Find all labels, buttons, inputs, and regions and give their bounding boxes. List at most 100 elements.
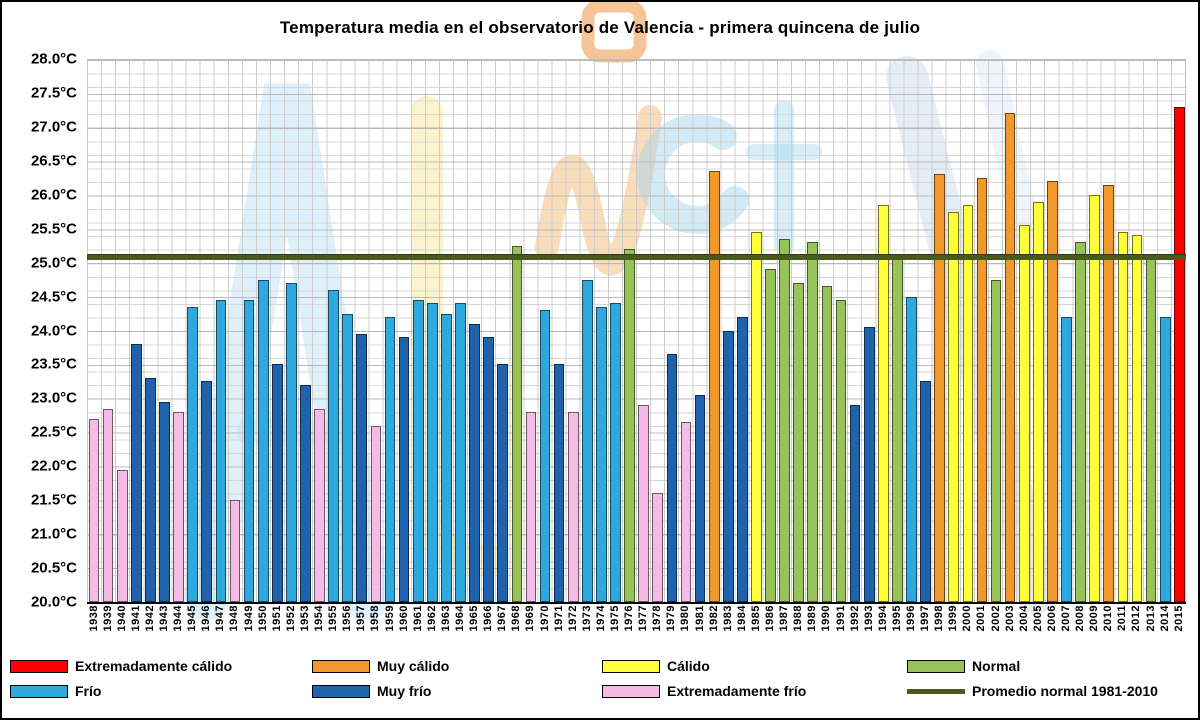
x-tick-slot: 1955 [327, 605, 341, 651]
grid [87, 59, 1186, 602]
x-tick-slot: 2013 [1144, 605, 1158, 651]
bar-slot [186, 59, 200, 602]
temperature-bar-1944 [173, 411, 184, 602]
x-tick-label: 2006 [1045, 605, 1058, 632]
bar-slot [594, 59, 608, 602]
temperature-bar-1979 [666, 354, 678, 602]
x-tick-label: 2010 [1102, 605, 1115, 632]
x-tick-slot: 2014 [1158, 605, 1172, 651]
x-tick-slot: 1994 [876, 605, 890, 651]
bar-slot [129, 59, 143, 602]
bar-slot [904, 59, 918, 602]
y-tick-label: 23.5°C [30, 355, 77, 373]
average-line [87, 253, 1186, 260]
bar-slot [1102, 59, 1116, 602]
x-tick-label: 1951 [270, 605, 283, 632]
bar-slot [665, 59, 679, 602]
x-tick-slot: 1942 [143, 605, 157, 651]
x-tick-label: 1950 [256, 605, 269, 632]
legend-item: Normal [907, 658, 1196, 674]
legend-swatch [10, 659, 68, 673]
x-tick-slot: 1998 [933, 605, 947, 651]
x-tick-slot: 1970 [538, 605, 552, 651]
x-tick-label: 1946 [200, 605, 213, 632]
legend-label: Cálido [667, 658, 710, 674]
x-tick-slot: 1951 [270, 605, 284, 651]
temperature-bar-1948 [229, 500, 241, 602]
bar-slot [637, 59, 651, 602]
bar-slot [439, 59, 453, 602]
temperature-bar-1951 [271, 364, 283, 602]
x-tick-slot: 1995 [890, 605, 904, 651]
temperature-bar-1997 [920, 381, 931, 602]
bar-slot [876, 59, 890, 602]
x-tick-slot: 1984 [735, 605, 749, 651]
bar-slot [228, 59, 242, 602]
temperature-bar-1940 [116, 469, 128, 602]
y-tick-label: 23.0°C [30, 389, 77, 407]
y-tick-label: 27.0°C [30, 118, 77, 136]
x-tick-label: 2002 [989, 605, 1002, 632]
x-tick-label: 1980 [679, 605, 692, 632]
bar-slot [1116, 59, 1130, 602]
temperature-bar-1952 [286, 283, 297, 602]
x-tick-label: 1969 [524, 605, 537, 632]
x-tick-slot: 2001 [975, 605, 989, 651]
x-tick-slot: 1991 [834, 605, 848, 651]
x-tick-slot: 2007 [1059, 605, 1073, 651]
x-tick-label: 2009 [1088, 605, 1101, 632]
bar-slot [820, 59, 834, 602]
x-tick-slot: 1982 [707, 605, 721, 651]
bar-slot [1059, 59, 1073, 602]
x-tick-label: 2003 [1003, 605, 1016, 632]
temperature-bar-1967 [497, 364, 509, 602]
x-tick-slot: 1949 [242, 605, 256, 651]
x-tick-slot: 1990 [820, 605, 834, 651]
bar-slot [298, 59, 312, 602]
plot-area [87, 59, 1186, 604]
temperature-bar-1965 [469, 323, 480, 602]
x-tick-slot: 1954 [313, 605, 327, 651]
y-tick-label: 24.5°C [30, 288, 77, 306]
bar-slot [214, 59, 228, 602]
x-tick-slot: 1940 [115, 605, 129, 651]
x-tick-slot: 1980 [679, 605, 693, 651]
x-tick-slot: 1993 [862, 605, 876, 651]
temperature-bar-1953 [300, 384, 311, 602]
x-tick-slot: 1968 [510, 605, 524, 651]
x-tick-label: 1958 [369, 605, 382, 632]
x-tick-label: 1968 [510, 605, 523, 632]
x-tick-label: 1940 [115, 605, 128, 632]
bar-slot [284, 59, 298, 602]
bar-slot [270, 59, 284, 602]
bar-slot [200, 59, 214, 602]
temperature-bar-2015 [1173, 106, 1185, 602]
x-tick-label: 1941 [129, 605, 142, 632]
x-tick-label: 1978 [651, 605, 664, 632]
x-tick-slot: 1948 [228, 605, 242, 651]
bar-slot [961, 59, 975, 602]
x-tick-label: 2004 [1017, 605, 1030, 632]
x-tick-slot: 1943 [157, 605, 171, 651]
temperature-bar-1983 [722, 330, 734, 602]
x-tick-label: 1957 [355, 605, 368, 632]
x-tick-label: 1954 [313, 605, 326, 632]
x-tick-label: 2005 [1031, 605, 1044, 632]
temperature-bar-2008 [1075, 242, 1086, 602]
x-tick-slot: 1999 [947, 605, 961, 651]
x-tick-slot: 1976 [623, 605, 637, 651]
x-tick-slot: 1969 [524, 605, 538, 651]
x-tick-slot: 1992 [848, 605, 862, 651]
x-tick-label: 1973 [580, 605, 593, 632]
x-tick-label: 1997 [919, 605, 932, 632]
temperature-bar-1939 [102, 408, 114, 602]
temperature-bar-1989 [807, 242, 819, 602]
legend-item: Promedio normal 1981-2010 [907, 683, 1196, 699]
x-tick-slot: 1983 [721, 605, 735, 651]
temperature-bar-1959 [384, 316, 396, 602]
temperature-bar-2006 [1047, 181, 1058, 602]
temperature-bar-1954 [314, 408, 325, 602]
legend-item: Cálido [602, 658, 907, 674]
legend-swatch [907, 659, 965, 673]
